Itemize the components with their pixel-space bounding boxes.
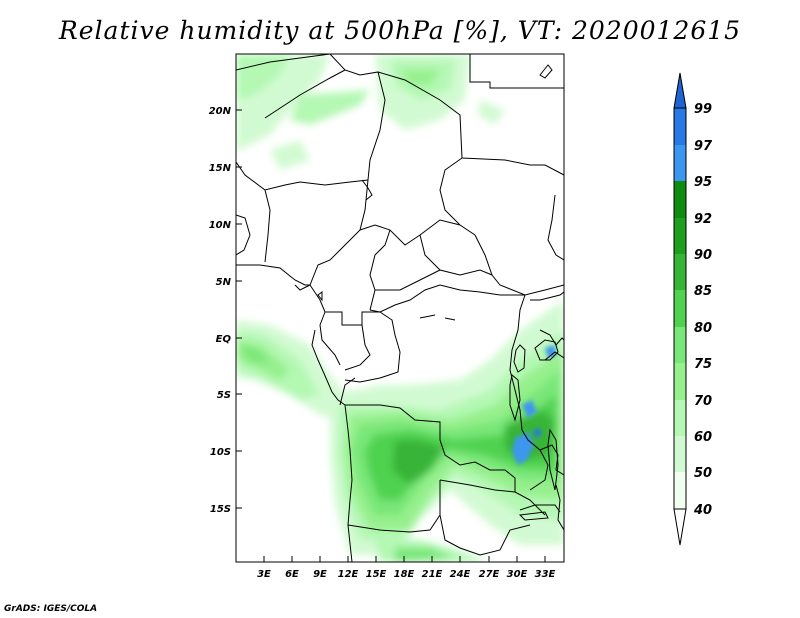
lon-label-24e: 24E xyxy=(450,569,471,580)
lat-label-eq: EQ xyxy=(216,334,232,345)
lon-label-6e: 6E xyxy=(285,569,299,580)
colorbar-top-arrow xyxy=(673,72,687,109)
colorbar-label-40: 40 xyxy=(693,503,712,518)
lon-label-21e: 21E xyxy=(422,569,443,580)
lon-label-18e: 18E xyxy=(394,569,415,580)
humidity-field xyxy=(236,54,564,562)
colorbar-label-80: 80 xyxy=(694,321,712,336)
colorbar-box-40-50 xyxy=(674,472,686,509)
lon-label-30e: 30E xyxy=(507,569,528,580)
grads-credit: GrADS: IGES/COLA xyxy=(4,604,98,614)
lon-label-15e: 15E xyxy=(366,569,387,580)
colorbar-label-85: 85 xyxy=(694,284,712,299)
lat-label-5s: 5S xyxy=(217,390,231,401)
lon-label-3e: 3E xyxy=(257,569,271,580)
colorbar-box-95-97 xyxy=(674,145,686,181)
colorbar-box-75-80 xyxy=(674,327,686,363)
lat-label-15s: 15S xyxy=(210,504,231,515)
lon-label-9e: 9E xyxy=(313,569,327,580)
colorbar-label-99: 99 xyxy=(694,102,712,117)
lat-label-10s: 10S xyxy=(210,447,231,458)
colorbar-label-95: 95 xyxy=(694,175,712,190)
lat-axis: 20N 15N 10N 5N EQ 5S 10S 15S xyxy=(209,106,242,515)
colorbar-label-50: 50 xyxy=(694,466,712,481)
colorbar-label-70: 70 xyxy=(694,394,712,409)
lon-label-12e: 12E xyxy=(338,569,359,580)
colorbar-box-85-90 xyxy=(674,254,686,290)
colorbar-box-70-75 xyxy=(674,363,686,400)
colorbar-label-90: 90 xyxy=(694,248,712,263)
colorbar-label-97: 97 xyxy=(694,139,713,154)
colorbar-box-60-70 xyxy=(674,400,686,436)
colorbar-label-60: 60 xyxy=(694,430,712,445)
colorbar-box-50-60 xyxy=(674,436,686,472)
colorbar-box-97-99 xyxy=(674,108,686,145)
map-frame xyxy=(235,53,565,563)
lon-label-27e: 27E xyxy=(479,569,500,580)
lat-label-20n: 20N xyxy=(209,106,232,117)
colorbar-box-80-85 xyxy=(674,290,686,327)
lat-label-15n: 15N xyxy=(209,163,232,174)
country-borders xyxy=(236,54,564,562)
lon-label-33e: 33E xyxy=(535,569,556,580)
colorbar: 99 97 95 92 90 85 80 75 70 60 50 40 xyxy=(673,72,713,546)
map-title: Relative humidity at 500hPa [%], VT: 202… xyxy=(58,16,742,45)
lat-label-10n: 10N xyxy=(209,220,232,231)
colorbar-bottom-arrow xyxy=(673,508,687,546)
lon-axis: 3E 6E 9E 12E 15E 18E 21E 24E 27E 30E 33E xyxy=(257,556,556,580)
colorbar-box-90-92 xyxy=(674,218,686,254)
lat-label-5n: 5N xyxy=(216,277,232,288)
colorbar-label-75: 75 xyxy=(694,357,712,372)
colorbar-label-92: 92 xyxy=(694,212,712,227)
colorbar-box-92-95 xyxy=(674,181,686,218)
